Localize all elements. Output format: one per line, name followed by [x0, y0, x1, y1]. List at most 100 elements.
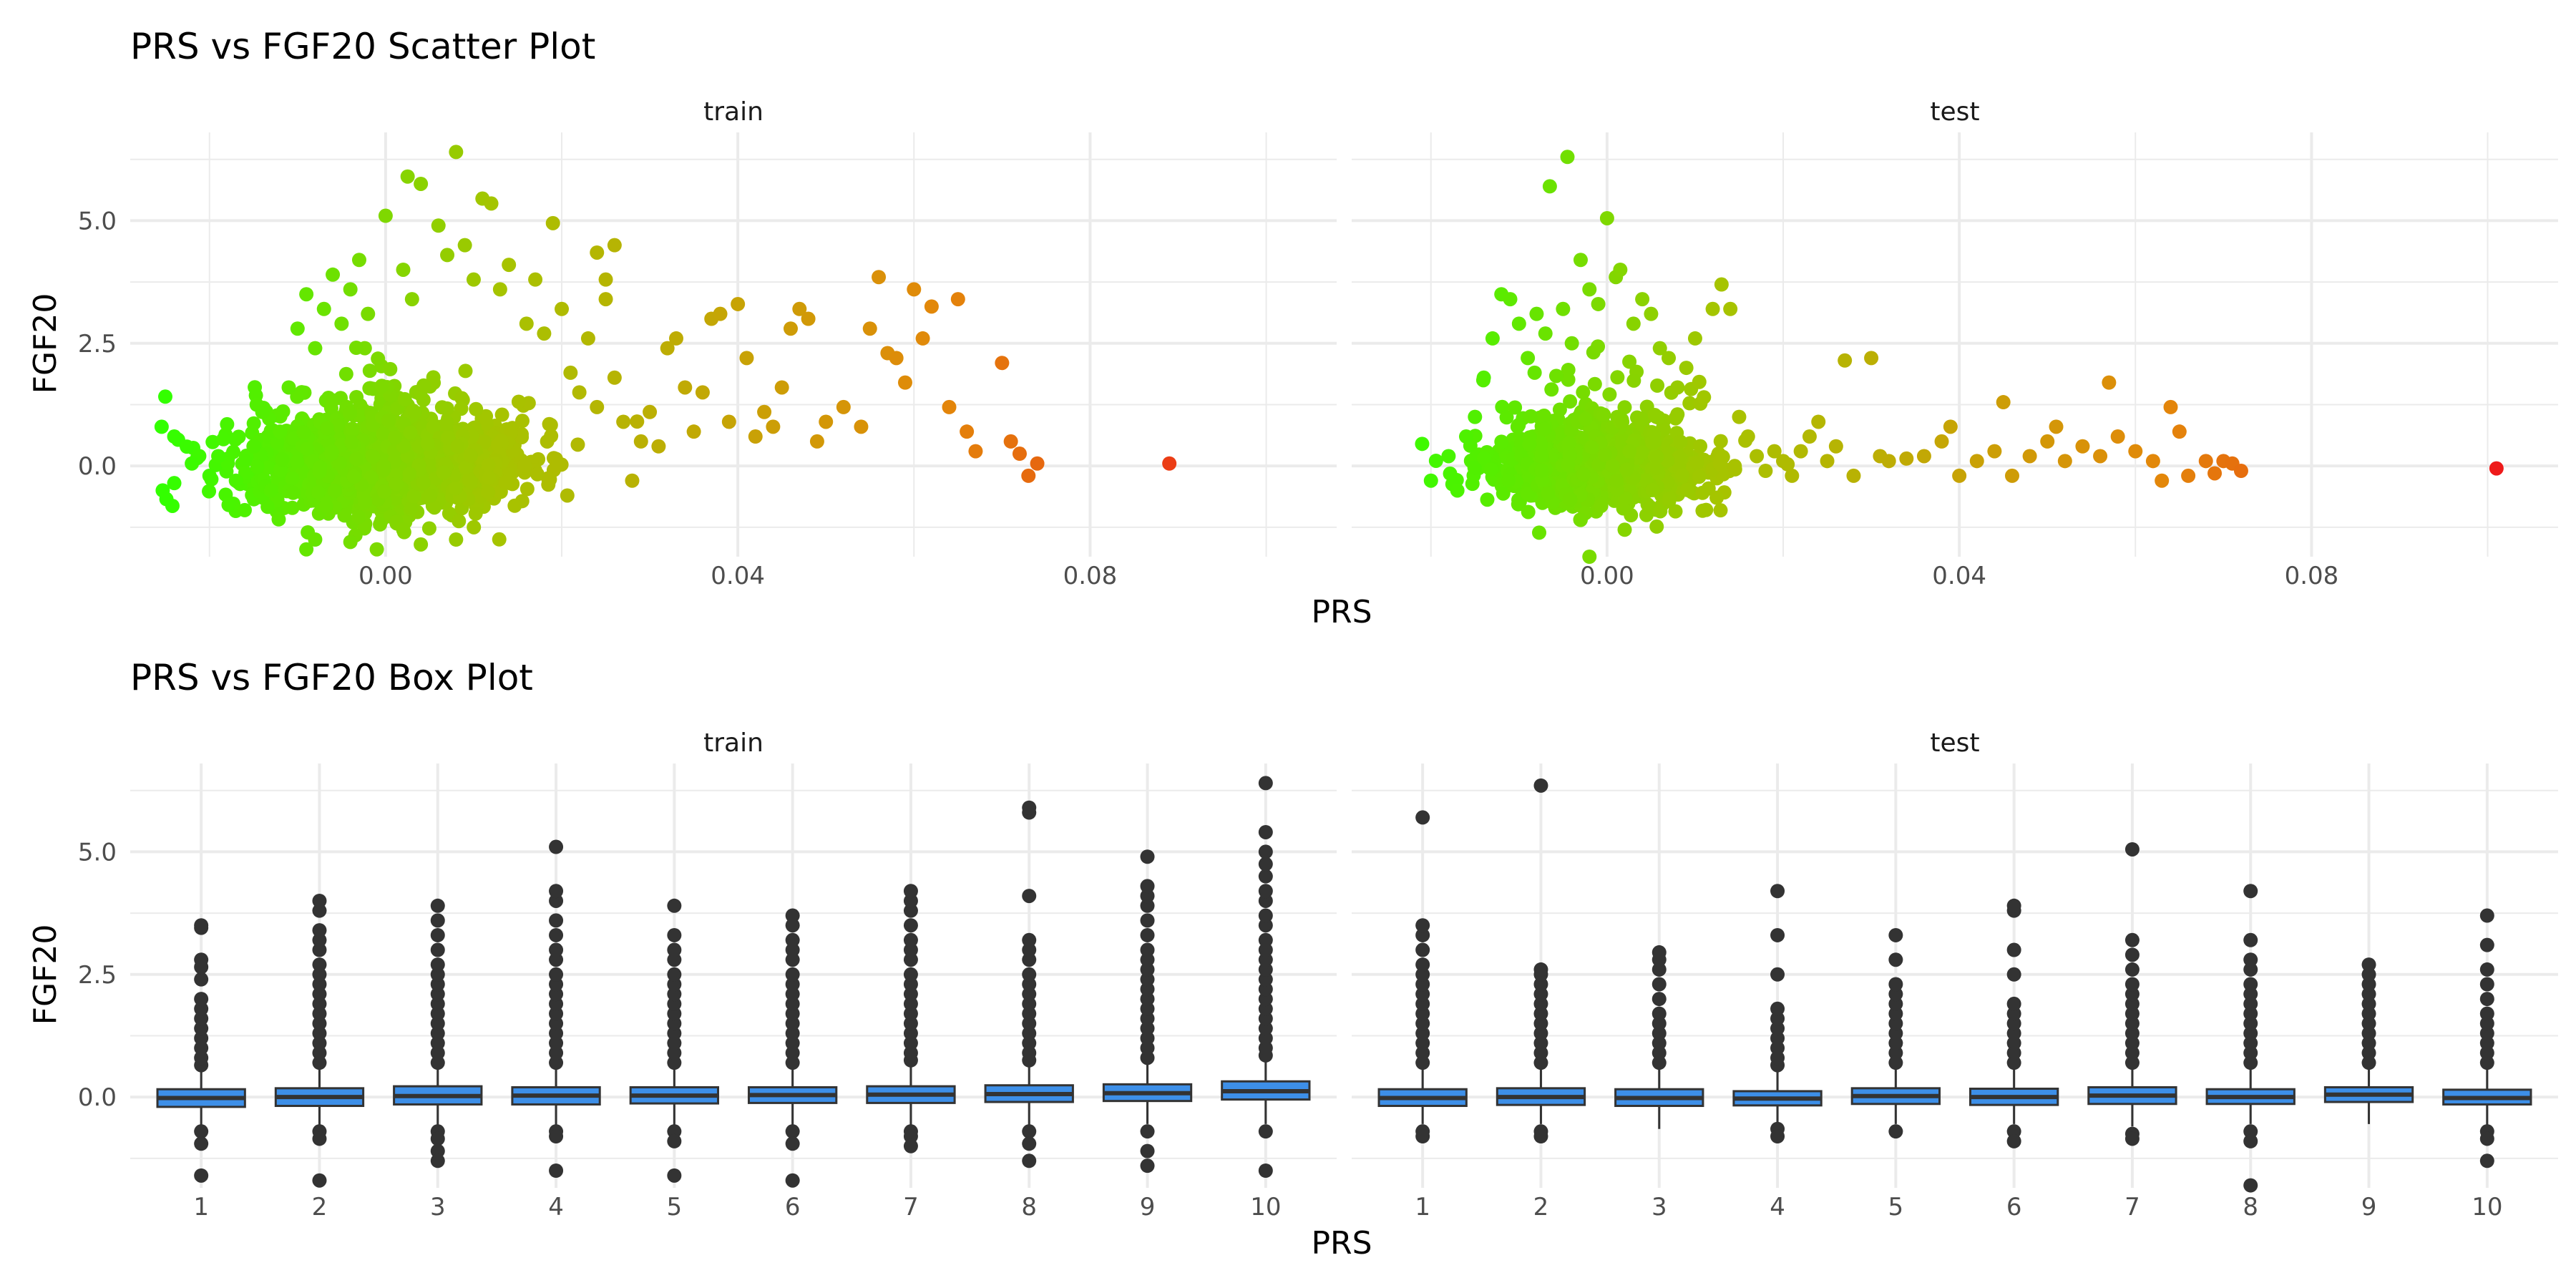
outlier-point [667, 1035, 682, 1050]
data-point [507, 498, 522, 513]
x-tick-label: 0.00 [358, 562, 413, 590]
outlier-point [785, 987, 800, 1002]
outlier-point [430, 1055, 445, 1070]
data-point [1695, 503, 1710, 518]
outlier-point [1533, 1045, 1548, 1060]
data-point [1864, 351, 1879, 366]
data-point [361, 306, 376, 321]
outlier-point [785, 967, 800, 982]
x-tick-label: 2 [1533, 1193, 1549, 1221]
data-point [1532, 525, 1547, 540]
box-8 [2205, 884, 2296, 1193]
outlier-point [2243, 962, 2258, 977]
x-tick-label: 0.08 [1063, 562, 1118, 590]
data-point [388, 430, 403, 445]
box-9 [2323, 957, 2414, 1124]
scatter-plot: train 0.00 0.04 0.08 test 0.00 0.04 0.08 0.0 2.5 5… [27, 97, 2558, 630]
x-tick-label: 10 [2472, 1193, 2502, 1221]
outlier-point [1022, 1006, 1037, 1021]
outlier-point [2124, 932, 2140, 947]
data-point [889, 351, 904, 366]
data-point [1021, 468, 1036, 483]
box-5 [1850, 927, 1941, 1139]
data-point [630, 414, 645, 429]
outlier-point [2361, 1026, 2376, 1041]
outlier-point [194, 1030, 209, 1045]
data-point [381, 413, 396, 428]
data-point [459, 460, 474, 475]
data-point [1943, 419, 1958, 434]
y-tick-label: 5.0 [78, 838, 117, 867]
outlier-point [2243, 1006, 2258, 1021]
data-point [1687, 331, 1702, 346]
data-point [1511, 316, 1526, 331]
data-point [202, 468, 217, 483]
data-point [1503, 292, 1518, 307]
data-point [1644, 306, 1659, 321]
outlier-point [1022, 942, 1037, 957]
box-6 [1968, 898, 2059, 1148]
data-point [1952, 468, 1967, 483]
data-point [1591, 339, 1606, 354]
data-point [449, 532, 464, 547]
data-point [469, 401, 484, 416]
outlier-point [1652, 1035, 1667, 1050]
data-point [616, 414, 631, 429]
outlier-point [2124, 977, 2140, 992]
data-point [1652, 341, 1667, 356]
outlier-point [1022, 1136, 1037, 1151]
outlier-point [1888, 1045, 1903, 1060]
outlier-point [549, 893, 564, 908]
data-point [211, 449, 226, 464]
data-point [311, 484, 326, 499]
outlier-point [1258, 962, 1273, 977]
data-point [420, 436, 435, 451]
data-point [1536, 408, 1551, 423]
data-point [960, 424, 975, 439]
data-point [907, 282, 922, 297]
data-point [463, 474, 478, 489]
outlier-point [2124, 996, 2140, 1011]
data-point [669, 331, 684, 346]
outlier-point [1258, 893, 1273, 908]
outlier-point [1140, 1050, 1155, 1065]
data-point [1441, 449, 1456, 464]
outlier-point [1140, 889, 1155, 904]
outlier-point [312, 1173, 327, 1188]
data-point [1634, 411, 1649, 426]
data-point [248, 380, 263, 395]
outlier-point [1770, 884, 1785, 899]
outlier-point [2361, 1045, 2376, 1060]
data-point [337, 508, 352, 523]
outlier-point [667, 967, 682, 982]
data-point [748, 429, 763, 444]
box-plot-title: PRS vs FGF20 Box Plot [130, 657, 533, 698]
outlier-point [549, 1035, 564, 1050]
data-point [452, 514, 467, 529]
outlier-point [1770, 1001, 1785, 1016]
data-point [324, 447, 339, 462]
data-point [537, 326, 552, 341]
data-point [1697, 390, 1712, 405]
data-point [950, 292, 965, 307]
outlier-point [549, 967, 564, 982]
data-point [2163, 399, 2178, 414]
outlier-point [2006, 1124, 2021, 1139]
data-point [542, 472, 557, 487]
data-point [1576, 385, 1591, 400]
data-point [1820, 454, 1835, 469]
data-point [721, 414, 736, 429]
data-point [1521, 351, 1536, 366]
data-point [414, 537, 429, 552]
data-point [543, 417, 558, 432]
outlier-point [430, 942, 445, 957]
data-point [1496, 486, 1511, 501]
data-point [250, 459, 265, 474]
outlier-point [1415, 1026, 1430, 1041]
data-point [369, 542, 384, 557]
data-point [281, 380, 296, 395]
outlier-point [2479, 1153, 2494, 1169]
data-point [2075, 439, 2090, 454]
data-point [371, 351, 386, 366]
outlier-point [903, 893, 918, 908]
